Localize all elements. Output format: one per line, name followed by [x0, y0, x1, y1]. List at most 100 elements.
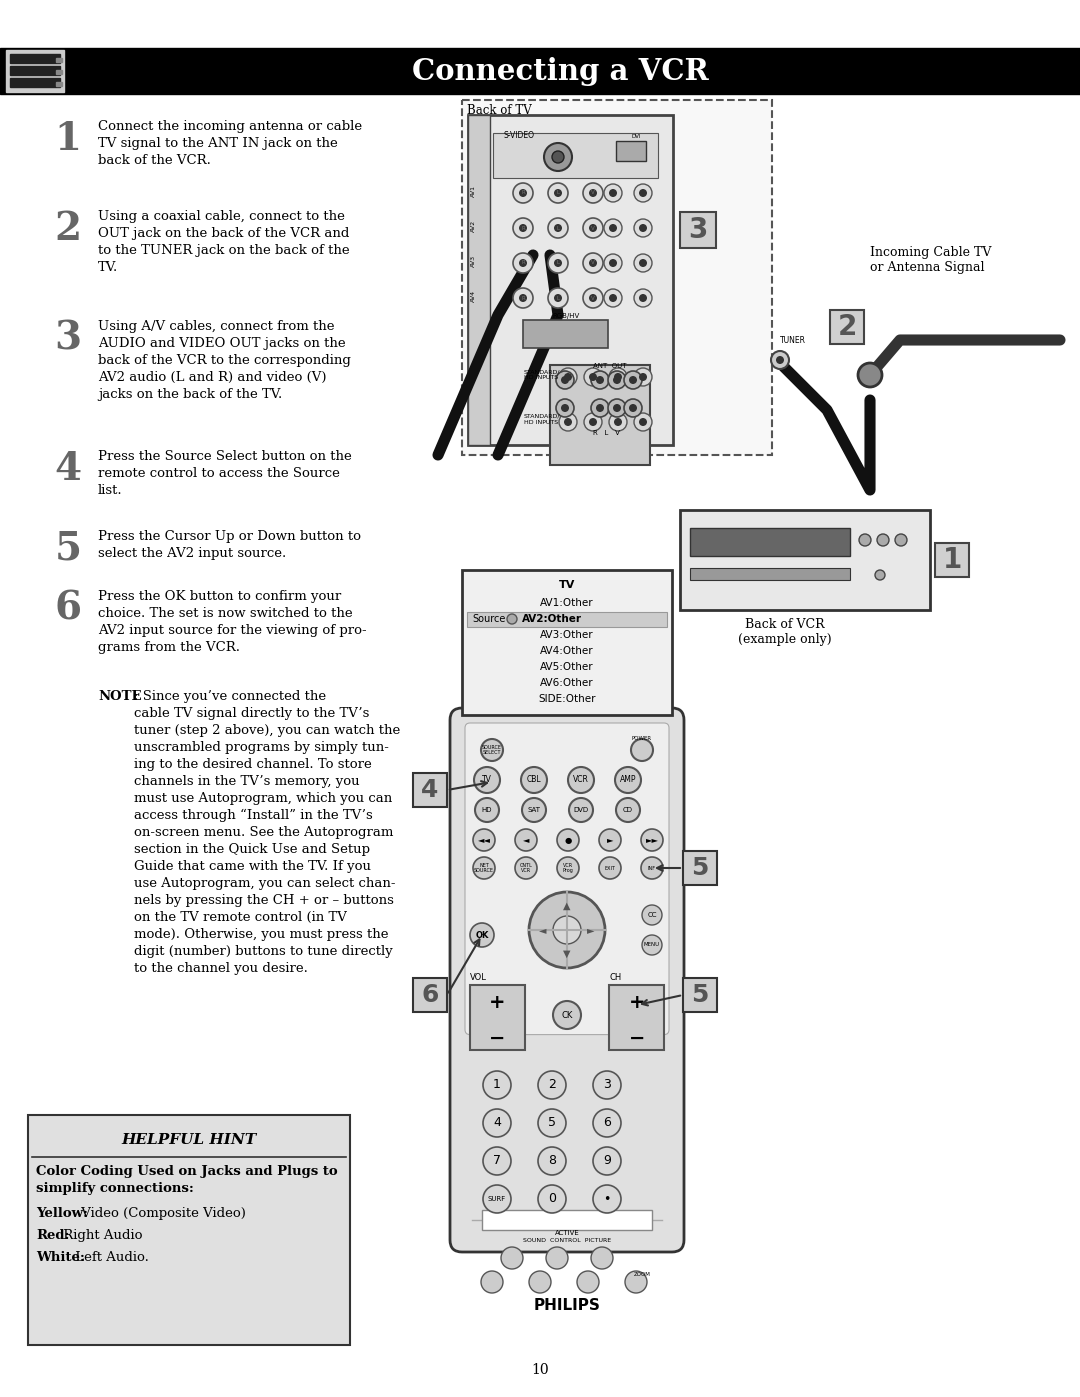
Circle shape — [609, 224, 617, 232]
Text: CD: CD — [623, 807, 633, 813]
Circle shape — [591, 1248, 613, 1268]
Text: SURF: SURF — [488, 1196, 507, 1201]
Text: TUNER: TUNER — [780, 337, 806, 345]
Circle shape — [599, 828, 621, 851]
Text: AV2:Other: AV2:Other — [522, 615, 582, 624]
Text: V: V — [591, 296, 595, 300]
Text: AV3: AV3 — [471, 254, 476, 267]
Bar — [690, 569, 850, 580]
Circle shape — [642, 828, 663, 851]
Circle shape — [583, 183, 603, 203]
Circle shape — [859, 534, 870, 546]
Circle shape — [544, 142, 572, 170]
Text: Connecting a VCR: Connecting a VCR — [411, 57, 708, 87]
Circle shape — [589, 258, 597, 267]
Circle shape — [473, 828, 495, 851]
Bar — [462, 101, 772, 455]
Text: L: L — [556, 296, 559, 300]
Circle shape — [546, 1248, 568, 1268]
Text: 2: 2 — [548, 1078, 556, 1091]
Text: •: • — [604, 1193, 610, 1206]
Circle shape — [589, 189, 597, 197]
Text: SOURCE
SELECT: SOURCE SELECT — [482, 745, 502, 756]
Circle shape — [559, 367, 577, 386]
Text: AV4: AV4 — [471, 291, 476, 302]
Text: DVI: DVI — [631, 134, 640, 138]
Circle shape — [583, 288, 603, 307]
Circle shape — [631, 739, 653, 761]
Circle shape — [613, 376, 621, 384]
Circle shape — [519, 293, 527, 302]
Text: Incoming Cable TV
or Antenna Signal: Incoming Cable TV or Antenna Signal — [870, 246, 991, 274]
Text: TV: TV — [558, 580, 576, 590]
Circle shape — [577, 1271, 599, 1294]
Circle shape — [634, 414, 652, 432]
Text: ►: ► — [588, 925, 595, 935]
Circle shape — [538, 1109, 566, 1137]
Text: MENU: MENU — [644, 943, 660, 947]
Text: 4: 4 — [54, 450, 82, 488]
Text: 5: 5 — [548, 1116, 556, 1130]
Text: 7: 7 — [492, 1154, 501, 1168]
Text: AV3:Other: AV3:Other — [540, 630, 594, 640]
Circle shape — [584, 414, 602, 432]
Circle shape — [553, 916, 581, 944]
Circle shape — [629, 404, 637, 412]
Text: VOL: VOL — [470, 972, 487, 982]
Text: 0: 0 — [548, 1193, 556, 1206]
Text: STANDARD/
HD INPUTS: STANDARD/ HD INPUTS — [524, 369, 561, 380]
Circle shape — [501, 1248, 523, 1268]
Circle shape — [473, 856, 495, 879]
Circle shape — [556, 400, 573, 416]
Text: CBL: CBL — [527, 775, 541, 785]
Bar — [609, 985, 664, 1051]
Circle shape — [596, 404, 604, 412]
Circle shape — [513, 288, 534, 307]
Text: 4: 4 — [494, 1116, 501, 1130]
Circle shape — [771, 351, 789, 369]
Text: 5: 5 — [691, 856, 708, 880]
Circle shape — [483, 1109, 511, 1137]
Circle shape — [481, 739, 503, 761]
Circle shape — [559, 414, 577, 432]
Circle shape — [538, 1071, 566, 1099]
Bar — [462, 570, 672, 715]
Circle shape — [604, 254, 622, 272]
Text: AV4:Other: AV4:Other — [540, 645, 594, 657]
Bar — [523, 320, 608, 348]
Text: AV2: AV2 — [471, 219, 476, 232]
Circle shape — [554, 293, 562, 302]
Circle shape — [554, 258, 562, 267]
Circle shape — [877, 534, 889, 546]
Text: 1: 1 — [943, 546, 961, 574]
Circle shape — [624, 372, 642, 388]
Bar — [468, 115, 673, 446]
Bar — [468, 115, 490, 446]
Text: SAT: SAT — [527, 807, 540, 813]
Text: CK: CK — [562, 1010, 572, 1020]
Circle shape — [634, 254, 652, 272]
Circle shape — [556, 372, 573, 388]
Circle shape — [608, 400, 626, 416]
Text: Back of TV: Back of TV — [467, 103, 531, 117]
Text: −: − — [489, 1028, 505, 1048]
Text: SOUND  CONTROL  PICTURE: SOUND CONTROL PICTURE — [523, 1238, 611, 1243]
Text: +: + — [629, 993, 645, 1013]
Circle shape — [593, 1109, 621, 1137]
Text: Back of VCR
(example only): Back of VCR (example only) — [739, 617, 832, 645]
Text: PHILIPS: PHILIPS — [534, 1298, 600, 1313]
Bar — [616, 141, 646, 161]
Circle shape — [483, 1185, 511, 1213]
Bar — [56, 82, 62, 87]
Bar — [680, 510, 930, 610]
Text: Source: Source — [472, 615, 505, 624]
Circle shape — [564, 418, 572, 426]
Text: RGB/HV: RGB/HV — [552, 313, 580, 319]
Circle shape — [515, 828, 537, 851]
Text: 6: 6 — [54, 590, 82, 629]
Text: : Since you’ve connected the
cable TV signal directly to the TV’s
tuner (step 2 : : Since you’ve connected the cable TV si… — [134, 690, 401, 975]
Circle shape — [561, 404, 569, 412]
Text: Yellow:: Yellow: — [36, 1207, 87, 1220]
Circle shape — [625, 1271, 647, 1294]
Circle shape — [858, 363, 882, 387]
